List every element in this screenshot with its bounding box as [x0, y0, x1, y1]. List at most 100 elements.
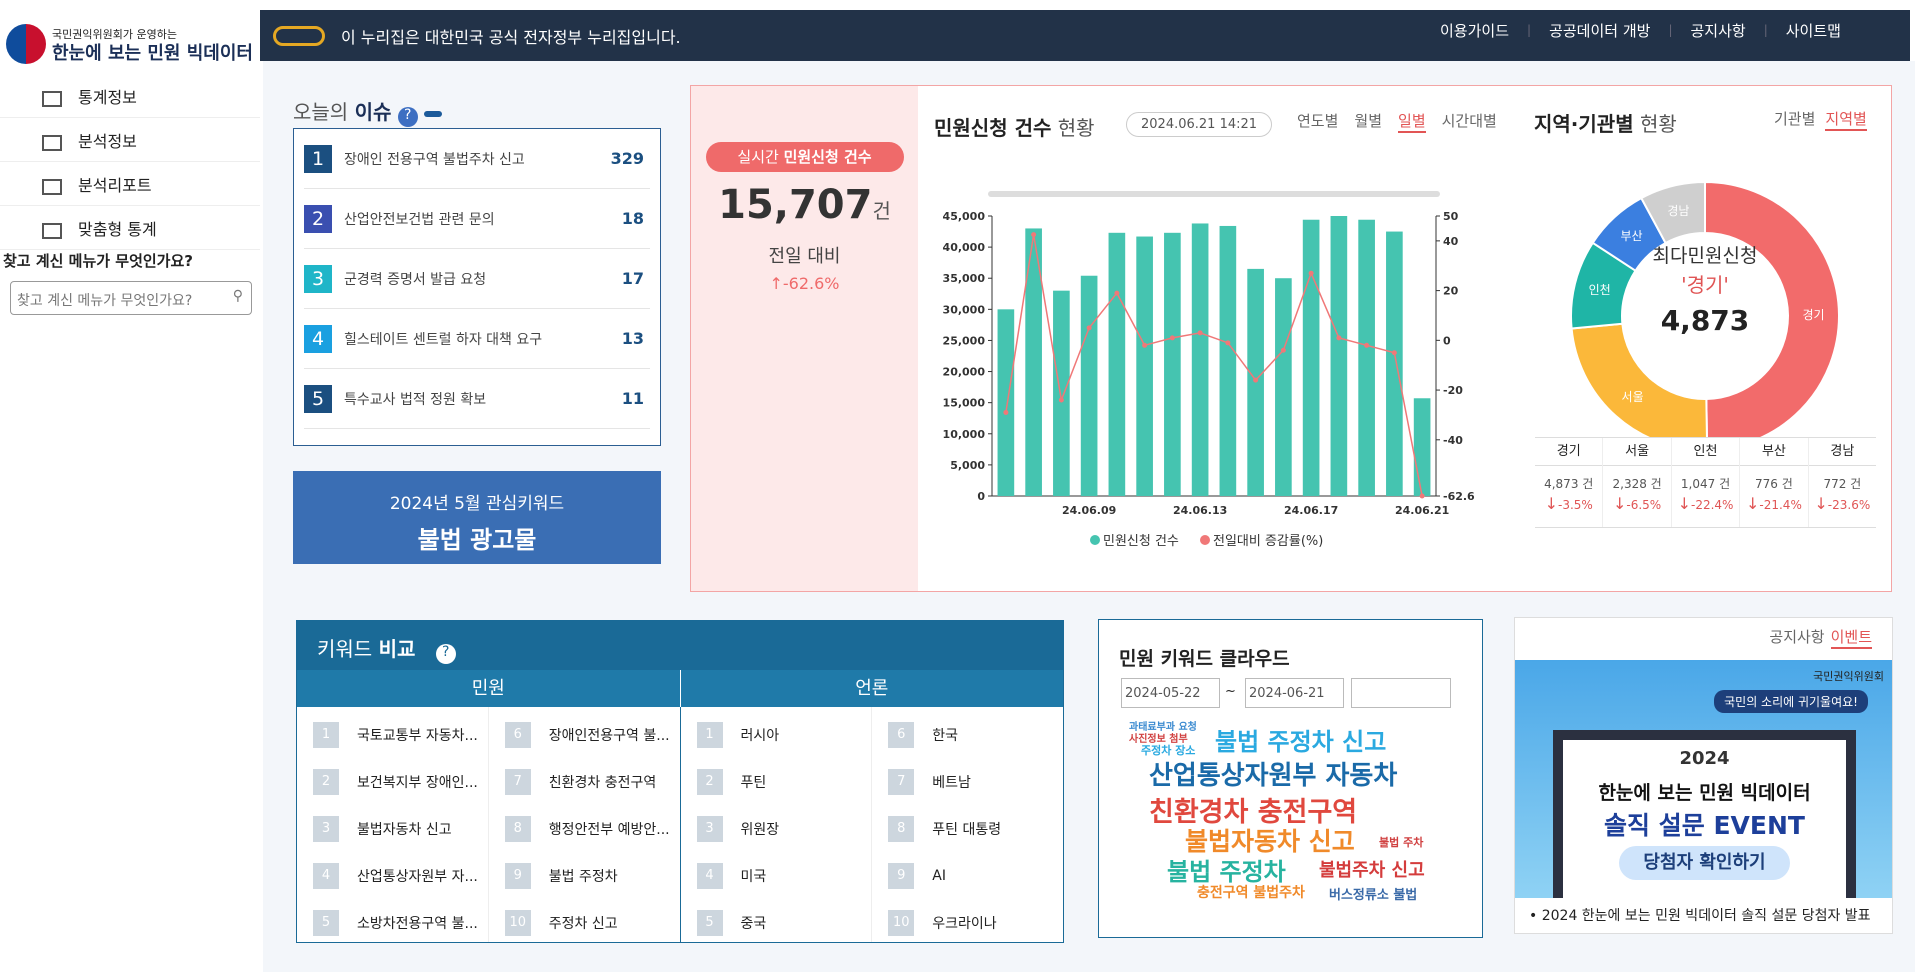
site-title[interactable]: 한눈에 보는 민원 빅데이터: [52, 43, 253, 64]
cloud-word[interactable]: 사진정보 첨부: [1129, 734, 1188, 745]
issue-item[interactable]: 5 특수교사 법적 정원 확보 11: [304, 369, 650, 429]
issue-text: 장애인 전용구역 불법주차 신고: [344, 151, 525, 168]
nav-item[interactable]: 공공데이터 개방: [1549, 22, 1651, 40]
x-tick-label: 24.06.17: [1284, 504, 1338, 517]
bar: [1302, 219, 1320, 496]
menu-label: 분석정보: [78, 132, 137, 151]
word-cloud: 민원 키워드 클라우드 2024-05-22 ~ 2024-06-21 불법 주…: [1098, 619, 1483, 938]
segment-label: 경기: [1802, 308, 1824, 322]
kc-item[interactable]: 2 푸틴: [696, 758, 872, 805]
tab[interactable]: 연도별: [1297, 112, 1339, 130]
issue-title: 오늘의 이슈 ?: [293, 96, 443, 127]
cloud-word[interactable]: 불법 주정차 신고: [1215, 728, 1387, 756]
tab[interactable]: 일별: [1398, 110, 1426, 133]
realtime-label-b: 민원신청 건수: [783, 148, 872, 166]
tab[interactable]: 기관별: [1774, 110, 1816, 128]
tab[interactable]: 이벤트: [1830, 626, 1872, 649]
kc-item[interactable]: 3 위원장: [696, 805, 872, 852]
help-icon[interactable]: ?: [397, 107, 418, 127]
kc-item[interactable]: 8 푸틴 대통령: [888, 805, 1063, 852]
cloud-word[interactable]: 친환경차 충전구역: [1149, 797, 1358, 828]
kc-item[interactable]: 2 보건복지부 장애인...: [313, 758, 488, 805]
issue-item[interactable]: 1 장애인 전용구역 불법주차 신고 329: [304, 129, 650, 189]
wc-date-to[interactable]: 2024-06-21: [1245, 678, 1344, 708]
pager[interactable]: [424, 110, 443, 117]
issue-item[interactable]: 4 힐스테이트 센트럴 하자 대책 요구 13: [304, 309, 650, 369]
kc-item[interactable]: 6 장애인전용구역 불...: [504, 711, 680, 758]
wc-search[interactable]: [1351, 678, 1451, 708]
kc-item[interactable]: 7 친환경차 충전구역: [504, 758, 680, 805]
kc-text: 위원장: [740, 821, 780, 838]
down-arrow: ↓: [1677, 494, 1691, 513]
wc-title: 민원 키워드 클라우드: [1119, 648, 1290, 670]
kc-title-b: 비교: [378, 637, 416, 661]
kc-rank: 1: [313, 721, 339, 748]
kc-text: 한국: [932, 727, 959, 744]
kc-item[interactable]: 6 한국: [888, 711, 1063, 758]
kc-item[interactable]: 10 주정차 신고: [504, 899, 680, 946]
banner-button[interactable]: 당첨자 확인하기: [1619, 846, 1790, 880]
kc-column: 6 한국 7 베트남 8 푸틴 대통령 9 AI 10 우크라이나: [871, 707, 1063, 942]
kc-item[interactable]: 1 국토교통부 자동차...: [313, 711, 488, 758]
cloud-word[interactable]: 불법주차 신고: [1319, 860, 1425, 881]
kc-rank: 6: [888, 721, 915, 748]
wc-date-from[interactable]: 2024-05-22: [1121, 678, 1220, 708]
issue-text: 군경력 증명서 발급 요청: [344, 271, 487, 288]
nav-item[interactable]: 공지사항: [1690, 22, 1746, 40]
cloud-word[interactable]: 불법자동차 신고: [1185, 827, 1355, 856]
kc-text: 푸틴 대통령: [932, 821, 1002, 838]
kc-item[interactable]: 7 베트남: [888, 758, 1063, 805]
cloud-word[interactable]: 주정차 장소: [1141, 744, 1196, 757]
tab[interactable]: 월별: [1354, 112, 1383, 130]
cloud-word[interactable]: 과태료부과 요청: [1129, 722, 1197, 733]
menu-item[interactable]: 분석정보: [0, 118, 260, 162]
kc-item[interactable]: 1 러시아: [696, 711, 872, 758]
tab[interactable]: 시간대별: [1441, 112, 1497, 130]
kc-item[interactable]: 9 불법 주정차: [504, 852, 680, 899]
issue-item[interactable]: 3 군경력 증명서 발급 요청 17: [304, 249, 650, 309]
nav-item[interactable]: 이용가이드: [1440, 22, 1510, 40]
segment-label: 서울: [1622, 390, 1644, 404]
cloud-word[interactable]: 불법 주정차: [1167, 858, 1286, 886]
kc-help[interactable]: ?: [435, 644, 456, 664]
kc-text: 우크라이나: [932, 915, 997, 932]
menu-item[interactable]: 분석리포트: [0, 162, 260, 206]
kc-item[interactable]: 5 중국: [696, 899, 872, 946]
kc-item[interactable]: 4 산업통상자원부 자...: [313, 852, 488, 899]
kc-rank: 1: [696, 721, 723, 748]
nav-item[interactable]: 사이트맵: [1785, 22, 1841, 40]
keyword-banner[interactable]: 2024년 5월 관심키워드 불법 광고물: [293, 471, 661, 564]
realtime-value: 15,707건: [691, 182, 918, 228]
tab[interactable]: 지역별: [1825, 108, 1867, 131]
cloud-word[interactable]: 산업통상자원부 자동차: [1149, 761, 1398, 791]
menu-item[interactable]: 통계정보: [0, 74, 260, 118]
cloud-word[interactable]: 충전구역 불법주차: [1197, 885, 1305, 901]
notice-item[interactable]: • 2024 한눈에 보는 민원 빅데이터 솔직 설문 당첨자 발표: [1529, 908, 1871, 924]
y2-tick-label: 50: [1443, 210, 1459, 223]
search-icon[interactable]: ⚲: [232, 288, 243, 304]
issue-item[interactable]: 2 산업안전보건법 관련 문의 18: [304, 189, 650, 249]
menu-item[interactable]: 맞춤형 통계: [0, 206, 260, 250]
cloud-word[interactable]: 버스정류소 불법: [1329, 888, 1418, 903]
tab[interactable]: 공지사항: [1769, 628, 1825, 646]
kc-item[interactable]: 9 AI: [888, 852, 1063, 899]
daily-title-a: 민원신청 건수: [934, 116, 1052, 140]
kc-item[interactable]: 4 미국: [696, 852, 872, 899]
change-value: -21.4%: [1759, 498, 1802, 512]
event-banner[interactable]: 국민권익위원회 국민의 소리에 귀기울여요! 2024 한눈에 보는 민원 빅데…: [1515, 660, 1892, 898]
kc-item[interactable]: 10 우크라이나: [888, 899, 1063, 946]
banner-title: 한눈에 보는 민원 빅데이터: [1598, 782, 1811, 804]
kc-text: 친환경차 충전구역: [548, 774, 657, 791]
banner-year: 2024: [1679, 748, 1730, 769]
kc-item[interactable]: 5 소방차전용구역 불...: [313, 899, 488, 946]
kc-text: 소방차전용구역 불...: [357, 915, 478, 932]
kc-header: 키워드 비교 ?: [297, 621, 1063, 670]
search-box[interactable]: 찾고 계신 메뉴가 무엇인가요? ⚲: [10, 281, 252, 315]
notice-text: 2024 한눈에 보는 민원 빅데이터 솔직 설문 당첨자 발표: [1541, 908, 1871, 924]
kc-item[interactable]: 3 불법자동차 신고: [313, 805, 488, 852]
cloud-word[interactable]: 불법 주차: [1379, 836, 1424, 849]
bar: [1330, 216, 1348, 496]
issue-count: 17: [621, 269, 644, 288]
kc-item[interactable]: 8 행정안전부 예방안...: [504, 805, 680, 852]
